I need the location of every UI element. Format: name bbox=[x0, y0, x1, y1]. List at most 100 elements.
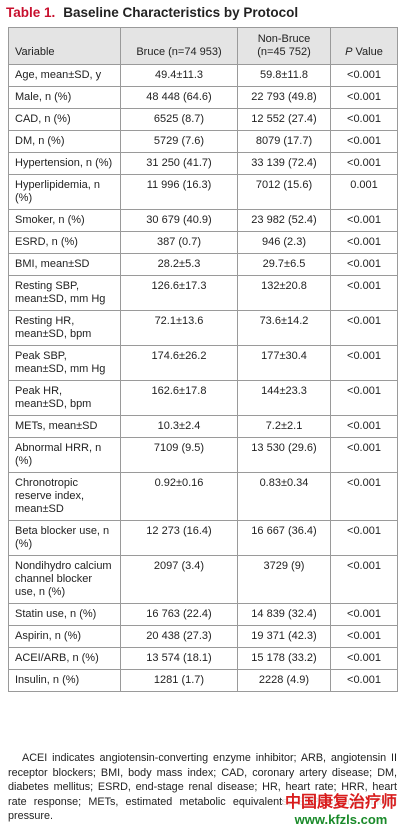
table-cell: <0.001 bbox=[330, 310, 398, 346]
table-cell: <0.001 bbox=[330, 415, 398, 438]
table-cell: <0.001 bbox=[330, 437, 398, 473]
table-cell: Hyperlipidemia, n (%) bbox=[8, 174, 121, 210]
table-cell: 7.2±2.1 bbox=[237, 415, 331, 438]
table-cell: Smoker, n (%) bbox=[8, 209, 121, 232]
table-row: Aspirin, n (%) 20 438 (27.3) 19 371 (42.3)… bbox=[8, 625, 398, 648]
watermark-url: www.kfzls.com bbox=[294, 812, 388, 827]
table-row: Beta blocker use, n (%) 12 273 (16.4) 16 6… bbox=[8, 520, 398, 556]
table-cell: METs, mean±SD bbox=[8, 415, 121, 438]
table-cell: 12 552 (27.4) bbox=[237, 108, 331, 131]
table-cell: <0.001 bbox=[330, 345, 398, 381]
table-cell: Peak HR, mean±SD, bpm bbox=[8, 380, 121, 416]
table-row: Age, mean±SD, y 49.4±11.3 59.8±11.8 <0.001 bbox=[8, 64, 398, 87]
table-row: Hypertension, n (%) 31 250 (41.7) 33 139 (… bbox=[8, 152, 398, 175]
table-cell: <0.001 bbox=[330, 520, 398, 556]
table-cell: 7012 (15.6) bbox=[237, 174, 331, 210]
table-row: BMI, mean±SD 28.2±5.3 29.7±6.5 <0.001 bbox=[8, 253, 398, 276]
table-cell: 0.001 bbox=[330, 174, 398, 210]
table-row: Peak SBP, mean±SD, mm Hg 174.6±26.2 177±30… bbox=[8, 345, 398, 381]
table-cell: Resting SBP, mean±SD, mm Hg bbox=[8, 275, 121, 311]
table-cell: 5729 (7.6) bbox=[120, 130, 238, 153]
table-cell: Male, n (%) bbox=[8, 86, 121, 109]
table-cell: 126.6±17.3 bbox=[120, 275, 238, 311]
table-row: ACEI/ARB, n (%) 13 574 (18.1) 15 178 (33.2… bbox=[8, 647, 398, 670]
table-cell: ACEI/ARB, n (%) bbox=[8, 647, 121, 670]
table-cell: <0.001 bbox=[330, 275, 398, 311]
table-cell: 19 371 (42.3) bbox=[237, 625, 331, 648]
table-cell: 162.6±17.8 bbox=[120, 380, 238, 416]
table-cell: BMI, mean±SD bbox=[8, 253, 121, 276]
table-cell: Insulin, n (%) bbox=[8, 669, 121, 692]
table-cell: 3729 (9) bbox=[237, 555, 331, 604]
table-cell: 6525 (8.7) bbox=[120, 108, 238, 131]
table-cell: 7109 (9.5) bbox=[120, 437, 238, 473]
table-cell: Abnormal HRR, n (%) bbox=[8, 437, 121, 473]
table-row: Statin use, n (%) 16 763 (22.4) 14 839 (32… bbox=[8, 603, 398, 626]
table-cell: 132±20.8 bbox=[237, 275, 331, 311]
title-text: Baseline Characteristics by Protocol bbox=[63, 5, 299, 20]
table-cell: 73.6±14.2 bbox=[237, 310, 331, 346]
table-cell: 16 667 (36.4) bbox=[237, 520, 331, 556]
table-cell: 0.83±0.34 bbox=[237, 472, 331, 521]
table-cell: 13 530 (29.6) bbox=[237, 437, 331, 473]
table-cell: Nondihydro calcium channel blocker use, … bbox=[8, 555, 121, 604]
table-cell: <0.001 bbox=[330, 231, 398, 254]
table-row: Peak HR, mean±SD, bpm 162.6±17.8 144±23.3 <… bbox=[8, 380, 398, 416]
table-cell: 20 438 (27.3) bbox=[120, 625, 238, 648]
table-cell: <0.001 bbox=[330, 669, 398, 692]
table-row: ESRD, n (%) 387 (0.7) 946 (2.3) <0.001 bbox=[8, 231, 398, 254]
table-cell: Hypertension, n (%) bbox=[8, 152, 121, 175]
table-cell: <0.001 bbox=[330, 130, 398, 153]
table-cell: 946 (2.3) bbox=[237, 231, 331, 254]
table-cell: CAD, n (%) bbox=[8, 108, 121, 131]
table-cell: 10.3±2.4 bbox=[120, 415, 238, 438]
watermark-text: 中国康复治疗师 bbox=[284, 794, 397, 811]
table-cell: <0.001 bbox=[330, 625, 398, 648]
table-cell: 29.7±6.5 bbox=[237, 253, 331, 276]
table-row: Abnormal HRR, n (%) 7109 (9.5) 13 530 (29.… bbox=[8, 437, 398, 473]
table-cell: <0.001 bbox=[330, 209, 398, 232]
table-cell: DM, n (%) bbox=[8, 130, 121, 153]
table-row: Resting HR, mean±SD, bpm 72.1±13.6 73.6±14… bbox=[8, 310, 398, 346]
table-cell: Aspirin, n (%) bbox=[8, 625, 121, 648]
table-cell: 13 574 (18.1) bbox=[120, 647, 238, 670]
table-cell: Peak SBP, mean±SD, mm Hg bbox=[8, 345, 121, 381]
p-rest: Value bbox=[355, 46, 383, 58]
table-cell: 387 (0.7) bbox=[120, 231, 238, 254]
table-cell: 1281 (1.7) bbox=[120, 669, 238, 692]
table-cell: 2228 (4.9) bbox=[237, 669, 331, 692]
table-cell: 59.8±11.8 bbox=[237, 64, 331, 87]
header-cell: Bruce (n=74 953) bbox=[120, 27, 238, 65]
table-cell: 48 448 (64.6) bbox=[120, 86, 238, 109]
table-cell: 12 273 (16.4) bbox=[120, 520, 238, 556]
table-cell: ESRD, n (%) bbox=[8, 231, 121, 254]
table-cell: 144±23.3 bbox=[237, 380, 331, 416]
table-row: DM, n (%) 5729 (7.6) 8079 (17.7) <0.001 bbox=[8, 130, 398, 153]
table: Variable Bruce (n=74 953) Non-Bruce (n=4… bbox=[8, 27, 398, 692]
table-cell: <0.001 bbox=[330, 647, 398, 670]
table-cell: <0.001 bbox=[330, 152, 398, 175]
table-cell: 33 139 (72.4) bbox=[237, 152, 331, 175]
table-cell: 30 679 (40.9) bbox=[120, 209, 238, 232]
table-cell: <0.001 bbox=[330, 380, 398, 416]
table-cell: Chronotropic reserve index, mean±SD bbox=[8, 472, 121, 521]
table-cell: <0.001 bbox=[330, 603, 398, 626]
watermark: 中国康复治疗师 www.kfzls.com bbox=[282, 794, 399, 827]
header-cell: Non-Bruce (n=45 752) bbox=[237, 27, 331, 65]
table-row: Hyperlipidemia, n (%) 11 996 (16.3) 7012 (… bbox=[8, 174, 398, 210]
table-row: Resting SBP, mean±SD, mm Hg 126.6±17.3 132… bbox=[8, 275, 398, 311]
table-row: Smoker, n (%) 30 679 (40.9) 23 982 (52.4) <… bbox=[8, 209, 398, 232]
header-cell: Variable bbox=[8, 27, 121, 65]
table-cell: 14 839 (32.4) bbox=[237, 603, 331, 626]
table-row: Nondihydro calcium channel blocker use, … bbox=[8, 555, 398, 604]
table-row: Chronotropic reserve index, mean±SD 0.92±… bbox=[8, 472, 398, 521]
table-cell: 174.6±26.2 bbox=[120, 345, 238, 381]
table-cell: 31 250 (41.7) bbox=[120, 152, 238, 175]
table-row: Male, n (%) 48 448 (64.6) 22 793 (49.8) <0.… bbox=[8, 86, 398, 109]
table-cell: <0.001 bbox=[330, 108, 398, 131]
table-cell: 16 763 (22.4) bbox=[120, 603, 238, 626]
table-cell: 49.4±11.3 bbox=[120, 64, 238, 87]
table-cell: 0.92±0.16 bbox=[120, 472, 238, 521]
table-cell: 11 996 (16.3) bbox=[120, 174, 238, 210]
